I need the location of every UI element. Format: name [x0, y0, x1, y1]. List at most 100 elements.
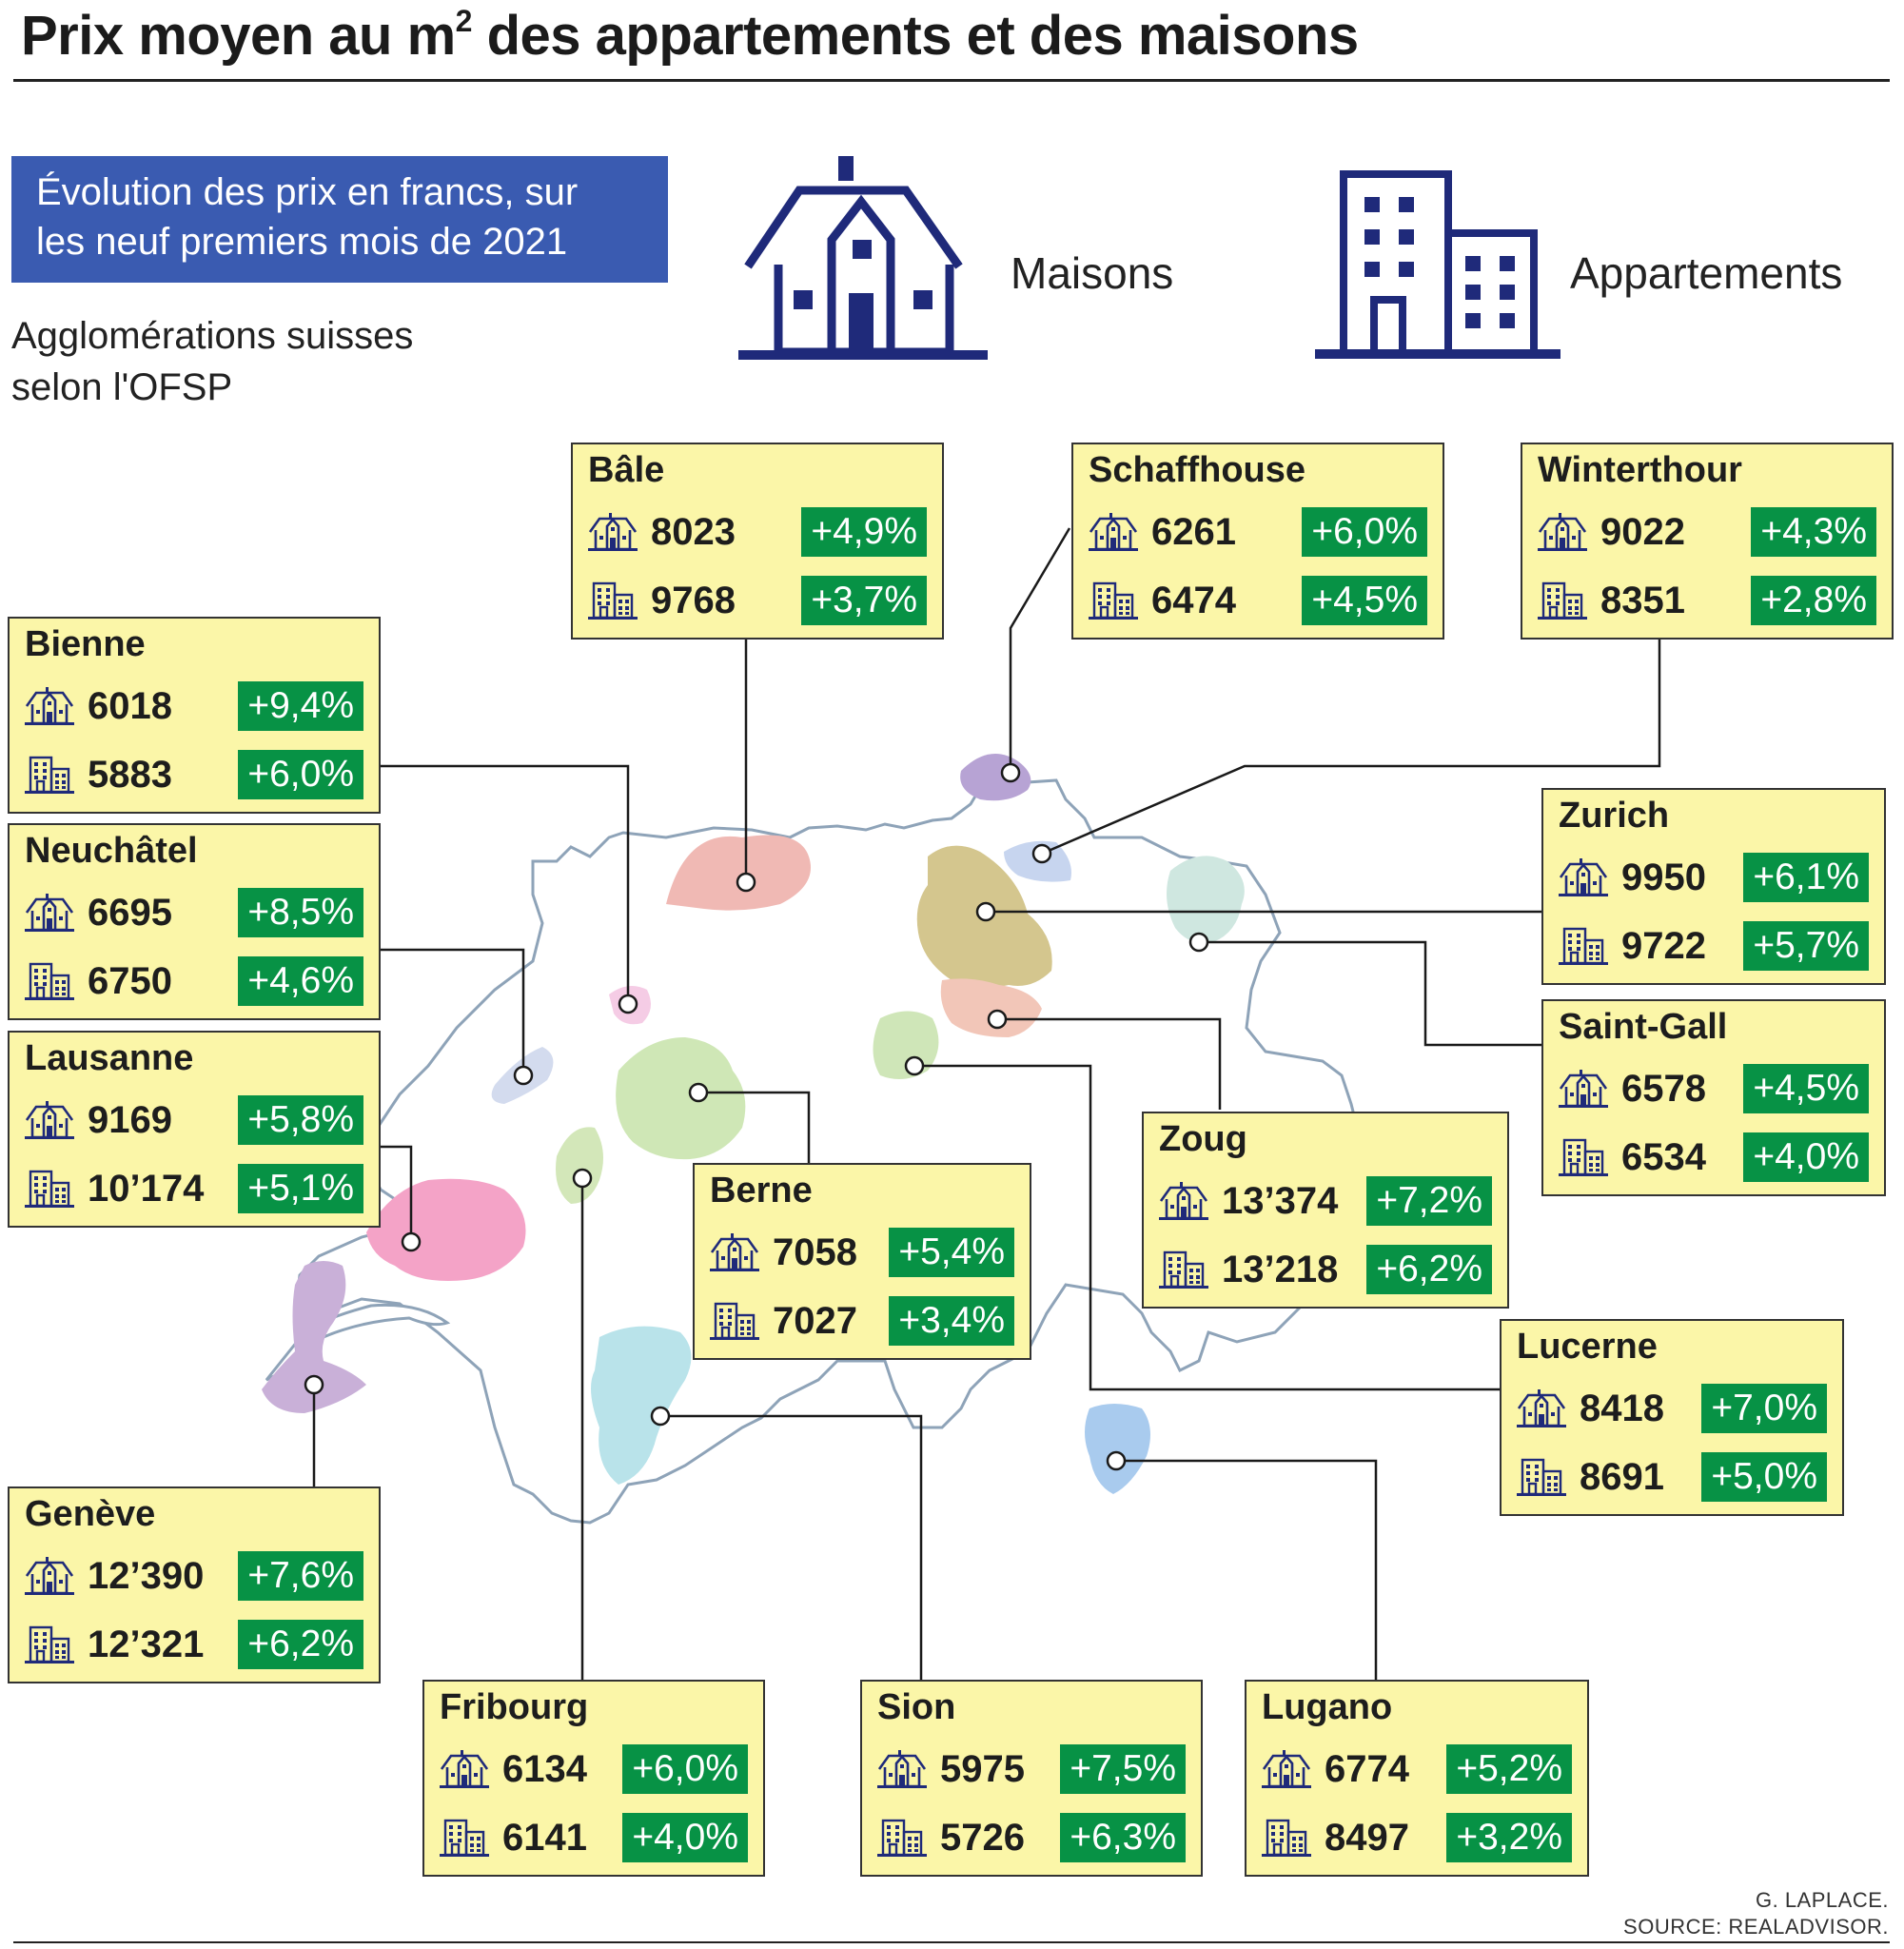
house-price: 8418: [1580, 1388, 1664, 1429]
leader-zoug: [997, 1017, 1222, 1110]
house-row: 8023 +4,9%: [588, 507, 927, 557]
marker-lugano: [1106, 1450, 1127, 1471]
building-icon: [710, 1302, 759, 1340]
leader-berne: [698, 1091, 811, 1166]
apartment-price: 7027: [773, 1300, 857, 1342]
house-change-badge: +4,9%: [801, 507, 927, 557]
subtitle-line-1: Évolution des prix en francs, sur: [36, 171, 579, 213]
city-name: Genève: [25, 1494, 156, 1534]
city-name: Schaffhouse: [1089, 450, 1306, 490]
house-row: 12’390 +7,6%: [25, 1551, 363, 1601]
apartment-row: 9768 +3,7%: [588, 576, 927, 625]
house-change-badge: +6,1%: [1743, 853, 1869, 902]
house-price: 13’374: [1222, 1180, 1339, 1222]
leader-saint-gall: [1199, 940, 1541, 1047]
region-note: Agglomérations suisses selon l'OFSP: [11, 315, 414, 408]
apartment-row: 7027 +3,4%: [710, 1296, 1014, 1346]
subtitle-box: Évolution des prix en francs, sur les ne…: [11, 156, 668, 283]
apartment-price: 5726: [940, 1817, 1025, 1859]
house-row: 6695 +8,5%: [25, 888, 363, 937]
apartment-row: 10’174 +5,1%: [25, 1164, 363, 1213]
house-change-badge: +4,5%: [1743, 1064, 1869, 1113]
apartment-row: 6534 +4,0%: [1559, 1132, 1869, 1182]
house-price: 9022: [1600, 511, 1685, 553]
house-icon: [588, 513, 638, 551]
apartment-change-badge: +6,2%: [1366, 1245, 1492, 1294]
apartment-price: 12’321: [88, 1624, 205, 1665]
apartment-row: 8691 +5,0%: [1517, 1452, 1827, 1502]
city-card-lugano: Lugano 6774 +5,2% 8497 +3,2%: [1245, 1680, 1589, 1877]
legend-houses: Maisons: [1011, 248, 1174, 298]
marker-lausanne: [401, 1231, 422, 1252]
apartment-change-badge: +5,7%: [1743, 921, 1869, 971]
apartment-row: 12’321 +6,2%: [25, 1620, 363, 1669]
house-price: 6695: [88, 892, 172, 934]
building-icon: [877, 1819, 927, 1857]
apartment-change-badge: +6,0%: [238, 750, 363, 799]
apartment-price: 6141: [502, 1817, 587, 1859]
leader-bienne: [381, 764, 630, 1004]
apartment-change-badge: +6,3%: [1060, 1813, 1186, 1862]
house-change-badge: +5,4%: [889, 1228, 1014, 1277]
region-saint-gall: [1167, 856, 1245, 943]
apartment-change-badge: +2,8%: [1751, 576, 1876, 625]
apartment-price: 6474: [1151, 580, 1236, 621]
house-price: 6261: [1151, 511, 1236, 553]
apartment-price: 6750: [88, 960, 172, 1002]
city-name: Lausanne: [25, 1038, 194, 1078]
house-row: 9950 +6,1%: [1559, 853, 1869, 902]
building-icon: [1262, 1819, 1311, 1857]
city-card-zoug: Zoug 13’374 +7,2% 13’218 +6,2%: [1142, 1112, 1509, 1309]
house-icon: [25, 1557, 74, 1595]
apartment-price: 9722: [1621, 925, 1706, 967]
city-card-winterthour: Winterthour 9022 +4,3% 8351 +2,8%: [1521, 443, 1894, 640]
house-row: 7058 +5,4%: [710, 1228, 1014, 1277]
marker-schaffhouse: [1000, 762, 1021, 783]
house-icon: [1559, 1070, 1608, 1108]
city-name: Winterthour: [1538, 450, 1742, 490]
region-schaffhouse: [960, 754, 1031, 801]
marker-fribourg: [572, 1168, 593, 1189]
house-row: 9169 +5,8%: [25, 1095, 363, 1145]
leader-winterthour: [1041, 640, 1661, 856]
region-fribourg: [556, 1127, 603, 1204]
marker-bienne: [618, 994, 638, 1014]
building-icon: [1538, 581, 1587, 620]
region-sion: [591, 1326, 692, 1485]
house-change-badge: +6,0%: [622, 1744, 748, 1794]
region-geneve: [262, 1261, 366, 1413]
leader-lucerne: [914, 1064, 1500, 1391]
city-name: Lucerne: [1517, 1327, 1658, 1367]
marker-zoug: [987, 1009, 1008, 1030]
house-price: 6018: [88, 685, 172, 727]
house-row: 6134 +6,0%: [440, 1744, 748, 1794]
house-icon: [1538, 513, 1587, 551]
apartment-price: 6534: [1621, 1136, 1706, 1178]
apartment-change-badge: +3,2%: [1446, 1813, 1572, 1862]
apartment-change-badge: +3,4%: [889, 1296, 1014, 1346]
building-icon: [588, 581, 638, 620]
leader-lausanne: [381, 1145, 413, 1242]
house-icon: [440, 1750, 489, 1788]
city-name: Sion: [877, 1687, 956, 1727]
region-zoug: [940, 978, 1042, 1037]
credit-author: G. LAPLACE.: [1755, 1888, 1889, 1912]
house-icon: [25, 894, 74, 932]
apartment-price: 5883: [88, 754, 172, 796]
city-card-lausanne: Lausanne 9169 +5,8% 10’174 +5,1%: [8, 1031, 381, 1228]
apartment-row: 5883 +6,0%: [25, 750, 363, 799]
house-change-badge: +7,2%: [1366, 1176, 1492, 1226]
house-icon: [1262, 1750, 1311, 1788]
house-icon: [1159, 1182, 1208, 1220]
marker-zurich: [975, 901, 996, 922]
house-icon: [1089, 513, 1138, 551]
house-price: 6578: [1621, 1068, 1706, 1110]
apartment-row: 6750 +4,6%: [25, 956, 363, 1006]
city-name: Bâle: [588, 450, 665, 490]
building-icon: [25, 756, 74, 794]
apartment-price: 9768: [651, 580, 736, 621]
city-name: Saint-Gall: [1559, 1007, 1728, 1047]
subtitle-line-2: les neuf premiers mois de 2021: [36, 221, 568, 263]
building-icon: [1559, 1138, 1608, 1176]
